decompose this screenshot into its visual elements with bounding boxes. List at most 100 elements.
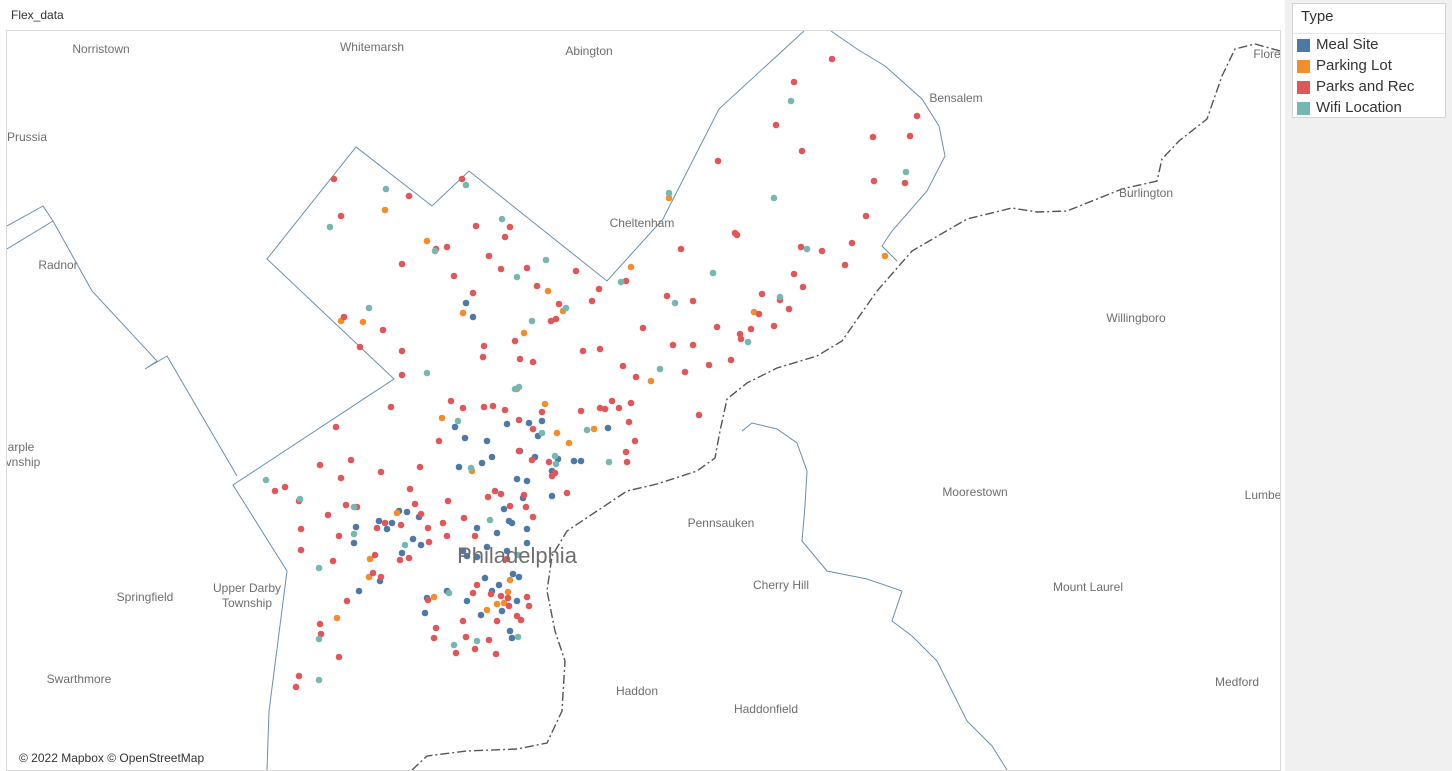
map-point[interactable]	[377, 573, 385, 581]
map-point[interactable]	[350, 539, 358, 547]
map-point[interactable]	[350, 530, 358, 538]
map-point[interactable]	[513, 597, 521, 605]
map-point[interactable]	[343, 597, 351, 605]
map-point[interactable]	[596, 404, 604, 412]
map-point[interactable]	[405, 554, 413, 562]
map-point[interactable]	[471, 532, 479, 540]
map-point[interactable]	[622, 448, 630, 456]
map-point[interactable]	[538, 417, 546, 425]
map-point[interactable]	[459, 547, 467, 555]
map-point[interactable]	[503, 420, 511, 428]
map-point[interactable]	[403, 508, 411, 516]
map-point[interactable]	[484, 493, 492, 501]
map-point[interactable]	[438, 414, 446, 422]
map-point[interactable]	[504, 594, 512, 602]
map-point[interactable]	[467, 464, 475, 472]
map-point[interactable]	[483, 437, 491, 445]
map-point[interactable]	[450, 641, 458, 649]
map-point[interactable]	[505, 602, 513, 610]
map-point[interactable]	[520, 329, 528, 337]
map-point[interactable]	[424, 524, 432, 532]
map-point[interactable]	[329, 557, 337, 565]
map-point[interactable]	[461, 434, 469, 442]
map-point[interactable]	[902, 168, 910, 176]
map-point[interactable]	[342, 501, 350, 509]
map-point[interactable]	[755, 310, 763, 318]
map-point[interactable]	[615, 404, 623, 412]
map-point[interactable]	[296, 495, 304, 503]
map-point[interactable]	[522, 503, 530, 511]
map-point[interactable]	[460, 514, 468, 522]
map-point[interactable]	[435, 437, 443, 445]
map-point[interactable]	[906, 132, 914, 140]
map-point[interactable]	[425, 538, 433, 546]
map-point[interactable]	[393, 509, 401, 517]
map-point[interactable]	[337, 212, 345, 220]
map-point[interactable]	[382, 185, 390, 193]
map-point[interactable]	[523, 477, 531, 485]
legend-item-parks-and-rec[interactable]: Parks and Rec	[1297, 77, 1442, 98]
map-point[interactable]	[785, 305, 793, 313]
map-point[interactable]	[483, 606, 491, 614]
map-point[interactable]	[487, 590, 495, 598]
map-point[interactable]	[770, 322, 778, 330]
map-point[interactable]	[485, 252, 493, 260]
map-point[interactable]	[504, 588, 512, 596]
map-point[interactable]	[483, 543, 491, 551]
map-point[interactable]	[523, 525, 531, 533]
map-point[interactable]	[506, 223, 514, 231]
map-point[interactable]	[489, 402, 497, 410]
map-point[interactable]	[297, 546, 305, 554]
map-point[interactable]	[523, 539, 531, 547]
map-point[interactable]	[498, 607, 506, 615]
map-point[interactable]	[316, 620, 324, 628]
map-point[interactable]	[528, 456, 536, 464]
map-point[interactable]	[508, 634, 516, 642]
map-point[interactable]	[333, 614, 341, 622]
map-point[interactable]	[491, 487, 499, 495]
map-point[interactable]	[529, 513, 537, 521]
map-point[interactable]	[383, 525, 391, 533]
map-point[interactable]	[471, 645, 479, 653]
map-point[interactable]	[776, 293, 784, 301]
map-point[interactable]	[447, 397, 455, 405]
map-point[interactable]	[459, 617, 467, 625]
map-point[interactable]	[503, 547, 511, 555]
map-point[interactable]	[848, 239, 856, 247]
map-point[interactable]	[596, 345, 604, 353]
map-point[interactable]	[500, 599, 508, 607]
map-point[interactable]	[627, 399, 635, 407]
map-point[interactable]	[469, 289, 477, 297]
map-point[interactable]	[619, 362, 627, 370]
map-point[interactable]	[315, 635, 323, 643]
map-point[interactable]	[525, 419, 533, 427]
map-point[interactable]	[479, 353, 487, 361]
map-point[interactable]	[335, 532, 343, 540]
map-point[interactable]	[371, 551, 379, 559]
map-point[interactable]	[604, 424, 612, 432]
map-point[interactable]	[797, 243, 805, 251]
map-point[interactable]	[463, 552, 471, 560]
map-point[interactable]	[747, 325, 755, 333]
map-point[interactable]	[758, 290, 766, 298]
map-point[interactable]	[481, 574, 489, 582]
map-point[interactable]	[631, 437, 639, 445]
map-point[interactable]	[417, 510, 425, 518]
map-point[interactable]	[669, 341, 677, 349]
map-point[interactable]	[495, 581, 503, 589]
map-point[interactable]	[552, 315, 560, 323]
map-point[interactable]	[337, 474, 345, 482]
map-point[interactable]	[583, 426, 591, 434]
map-point[interactable]	[397, 521, 405, 529]
map-point[interactable]	[472, 222, 480, 230]
map-point[interactable]	[625, 418, 633, 426]
map-point[interactable]	[416, 463, 424, 471]
map-point[interactable]	[709, 269, 717, 277]
map-point[interactable]	[439, 519, 447, 527]
map-point[interactable]	[443, 243, 451, 251]
map-point[interactable]	[714, 157, 722, 165]
map-point[interactable]	[538, 429, 546, 437]
map-point[interactable]	[799, 283, 807, 291]
map-point[interactable]	[335, 653, 343, 661]
map-point[interactable]	[622, 277, 630, 285]
